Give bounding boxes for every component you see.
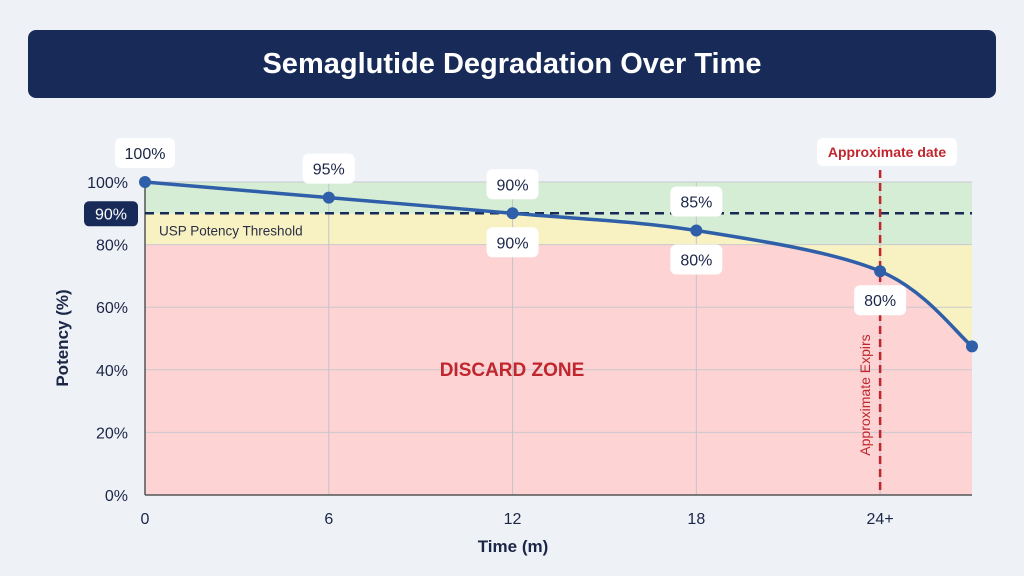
y-tick-label: 20% <box>96 425 128 442</box>
x-axis-label: Time (m) <box>478 537 549 556</box>
point-label: 95% <box>313 162 345 179</box>
point-label-box <box>854 285 907 316</box>
point-label: 90% <box>497 235 529 252</box>
data-point <box>874 265 887 278</box>
expiry-top-label-box <box>817 138 957 166</box>
y-tick-label: 60% <box>96 300 128 317</box>
data-point <box>506 207 519 220</box>
point-label-box <box>302 153 355 184</box>
data-point <box>322 191 335 204</box>
threshold-badge <box>84 201 138 227</box>
point-label: 90% <box>497 177 529 194</box>
point-label-box <box>670 186 723 217</box>
y-axis-label: Potency (%) <box>53 289 72 386</box>
point-label-box <box>670 244 723 275</box>
data-point <box>139 176 151 188</box>
y-tick-label: 0% <box>105 488 128 505</box>
point-label: 80% <box>680 253 712 270</box>
point-label: 80% <box>864 293 896 310</box>
expiry-vertical-label: Approximate Expirs <box>857 334 873 455</box>
point-label-box <box>115 138 175 168</box>
x-tick-label: 24+ <box>867 511 894 528</box>
point-label-box <box>486 227 539 258</box>
chart-title: Semaglutide Degradation Over Time <box>262 47 762 80</box>
point-label: 85% <box>680 195 712 212</box>
chart-title-bar: Semaglutide Degradation Over Time <box>28 30 996 98</box>
data-point <box>690 224 703 237</box>
point-label: 100% <box>125 146 166 163</box>
x-tick-label: 6 <box>324 511 333 528</box>
point-label-box <box>486 169 539 200</box>
data-point <box>966 340 978 353</box>
x-tick-label: 18 <box>687 511 705 528</box>
discard-zone-label: DISCARD ZONE <box>440 360 585 381</box>
threshold-label: USP Potency Threshold <box>159 223 303 238</box>
x-tick-label: 12 <box>504 511 522 528</box>
y-tick-label: 80% <box>96 238 128 255</box>
y-tick-label: 40% <box>96 363 128 380</box>
x-tick-label: 0 <box>141 511 150 528</box>
y-tick-label: 100% <box>87 175 128 192</box>
expiry-top-label: Approximate date <box>828 144 946 160</box>
threshold-value: 90% <box>95 206 127 223</box>
caution-zone <box>145 213 972 347</box>
